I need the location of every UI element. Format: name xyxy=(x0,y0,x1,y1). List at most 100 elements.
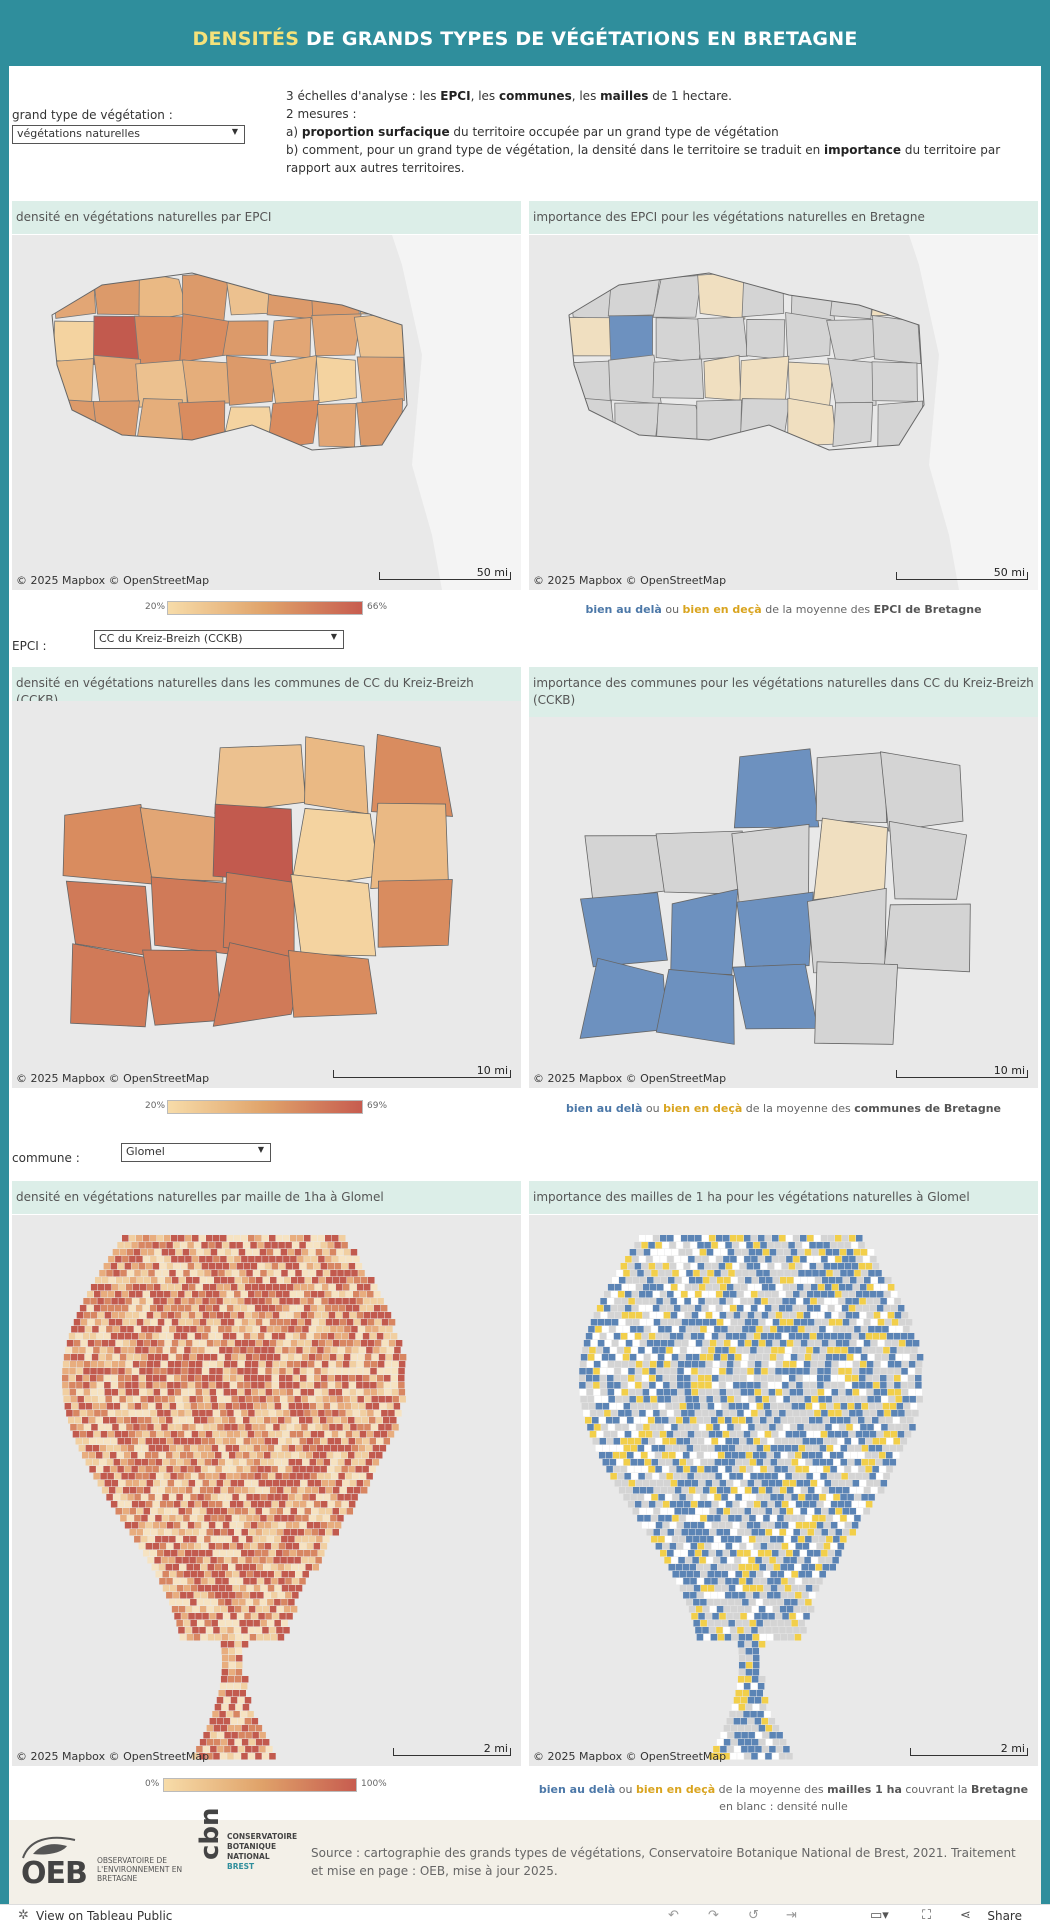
epci-shape[interactable] xyxy=(827,357,877,407)
epci-shape[interactable] xyxy=(181,359,232,405)
epci-shape[interactable] xyxy=(92,400,141,446)
commune-shape[interactable] xyxy=(377,879,453,948)
epci-shape[interactable] xyxy=(269,355,318,405)
commune-shape[interactable] xyxy=(883,903,971,973)
commune-shape[interactable] xyxy=(731,823,810,905)
map-maille-density[interactable]: © 2025 Mapbox © OpenStreetMap 2 mi xyxy=(12,1215,521,1766)
commune-shape[interactable] xyxy=(288,950,378,1018)
epci-shape[interactable] xyxy=(741,274,785,318)
commune-shape[interactable] xyxy=(371,733,454,817)
epci-shape[interactable] xyxy=(832,401,874,448)
epci-shape[interactable] xyxy=(315,356,357,404)
map-epci-density[interactable]: © 2025 Mapbox © OpenStreetMap 50 mi xyxy=(12,235,521,590)
epci-shape[interactable] xyxy=(270,316,312,359)
epci-shape[interactable] xyxy=(225,355,276,406)
commune-shape[interactable] xyxy=(70,943,153,1028)
view-on-tableau-link[interactable]: View on Tableau Public xyxy=(36,1909,173,1923)
epci-shape[interactable] xyxy=(48,398,101,447)
commune-shape[interactable] xyxy=(815,752,888,824)
commune-shape[interactable] xyxy=(304,736,369,815)
epci-shape[interactable] xyxy=(787,397,837,447)
epci-shape[interactable] xyxy=(696,399,742,444)
commune-shape[interactable] xyxy=(142,949,221,1026)
maille-cell xyxy=(250,1242,257,1249)
veg-type-dropdown[interactable]: végétations naturelles ▼ xyxy=(12,125,245,144)
refresh-icon[interactable]: ⇥ xyxy=(786,1908,797,1923)
epci-shape[interactable] xyxy=(697,272,746,320)
maille-cell xyxy=(211,1599,218,1606)
epci-shape[interactable] xyxy=(571,397,617,450)
maille-cell xyxy=(171,1291,178,1298)
commune-shape[interactable] xyxy=(813,817,888,901)
epci-shape[interactable] xyxy=(356,356,405,404)
share-icon[interactable]: ⋖ xyxy=(960,1908,971,1923)
epci-shape[interactable] xyxy=(179,313,231,363)
maille-cell xyxy=(191,1305,199,1312)
epci-shape[interactable] xyxy=(652,274,702,318)
commune-shape[interactable] xyxy=(732,963,819,1030)
epci-shape[interactable] xyxy=(93,354,141,404)
commune-shape[interactable] xyxy=(290,874,377,957)
epci-shape[interactable] xyxy=(93,271,142,316)
commune-shape[interactable] xyxy=(212,803,294,884)
commune-shape[interactable] xyxy=(880,751,964,832)
maille-cell xyxy=(637,1494,644,1501)
epci-shape[interactable] xyxy=(739,355,790,403)
commune-shape[interactable] xyxy=(733,748,820,829)
maille-cell xyxy=(239,1536,246,1543)
commune-shape[interactable] xyxy=(736,891,814,970)
epci-shape[interactable] xyxy=(607,271,661,317)
epci-shape[interactable] xyxy=(785,312,832,360)
commune-dropdown[interactable]: Glomel ▼ xyxy=(121,1143,271,1162)
commune-shape[interactable] xyxy=(670,888,739,975)
device-layout-icon[interactable]: ▭▾ xyxy=(870,1908,889,1923)
map-maille-importance[interactable]: © 2025 Mapbox © OpenStreetMap 2 mi xyxy=(529,1215,1038,1766)
map-epci-importance[interactable]: © 2025 Mapbox © OpenStreetMap 50 mi xyxy=(529,235,1038,590)
commune-shape[interactable] xyxy=(807,887,887,974)
undo-icon[interactable]: ↶ xyxy=(668,1908,679,1923)
epci-shape[interactable] xyxy=(48,358,94,407)
maille-cell xyxy=(293,1480,301,1487)
epci-shape[interactable] xyxy=(565,360,614,405)
commune-shape[interactable] xyxy=(214,744,307,814)
commune-shape[interactable] xyxy=(888,820,968,900)
epci-shape[interactable] xyxy=(739,398,791,447)
redo-icon[interactable]: ↷ xyxy=(708,1908,719,1923)
share-button[interactable]: Share xyxy=(987,1909,1022,1923)
epci-shape[interactable] xyxy=(871,271,922,317)
epci-shape[interactable] xyxy=(746,319,786,360)
epci-shape[interactable] xyxy=(871,361,918,402)
epci-shape[interactable] xyxy=(652,358,705,399)
epci-shape[interactable] xyxy=(353,312,405,360)
epci-shape[interactable] xyxy=(135,398,183,448)
fullscreen-icon[interactable]: ⛶ xyxy=(922,1908,932,1923)
epci-shape[interactable] xyxy=(826,319,879,364)
epci-shape[interactable] xyxy=(703,354,742,401)
commune-shape[interactable] xyxy=(139,807,224,882)
revert-icon[interactable]: ↺ xyxy=(748,1908,759,1923)
commune-shape[interactable] xyxy=(580,892,668,968)
maille-cell xyxy=(248,1487,256,1494)
epci-shape[interactable] xyxy=(697,316,749,360)
commune-shape[interactable] xyxy=(62,803,154,885)
epci-shape[interactable] xyxy=(829,270,874,320)
maille-cell xyxy=(681,1319,689,1326)
epci-shape[interactable] xyxy=(655,317,705,363)
epci-dropdown[interactable]: CC du Kreiz-Breizh (CCKB) ▼ xyxy=(94,630,344,649)
epci-shape[interactable] xyxy=(357,273,402,316)
maille-cell xyxy=(232,1571,239,1578)
commune-shape[interactable] xyxy=(579,957,668,1039)
epci-shape[interactable] xyxy=(222,320,269,356)
map-commune-importance[interactable]: © 2025 Mapbox © OpenStreetMap 10 mi xyxy=(529,717,1038,1088)
epci-shape[interactable] xyxy=(877,400,924,450)
map-commune-density[interactable]: © 2025 Mapbox © OpenStreetMap 10 mi xyxy=(12,701,521,1088)
commune-shape[interactable] xyxy=(655,969,735,1045)
epci-shape[interactable] xyxy=(178,400,226,448)
commune-shape[interactable] xyxy=(150,876,231,955)
commune-shape[interactable] xyxy=(212,942,304,1027)
commune-shape[interactable] xyxy=(370,802,449,890)
commune-shape[interactable] xyxy=(814,961,899,1045)
epci-shape[interactable] xyxy=(316,402,357,448)
epci-shape[interactable] xyxy=(311,313,362,357)
epci-shape[interactable] xyxy=(134,315,185,366)
